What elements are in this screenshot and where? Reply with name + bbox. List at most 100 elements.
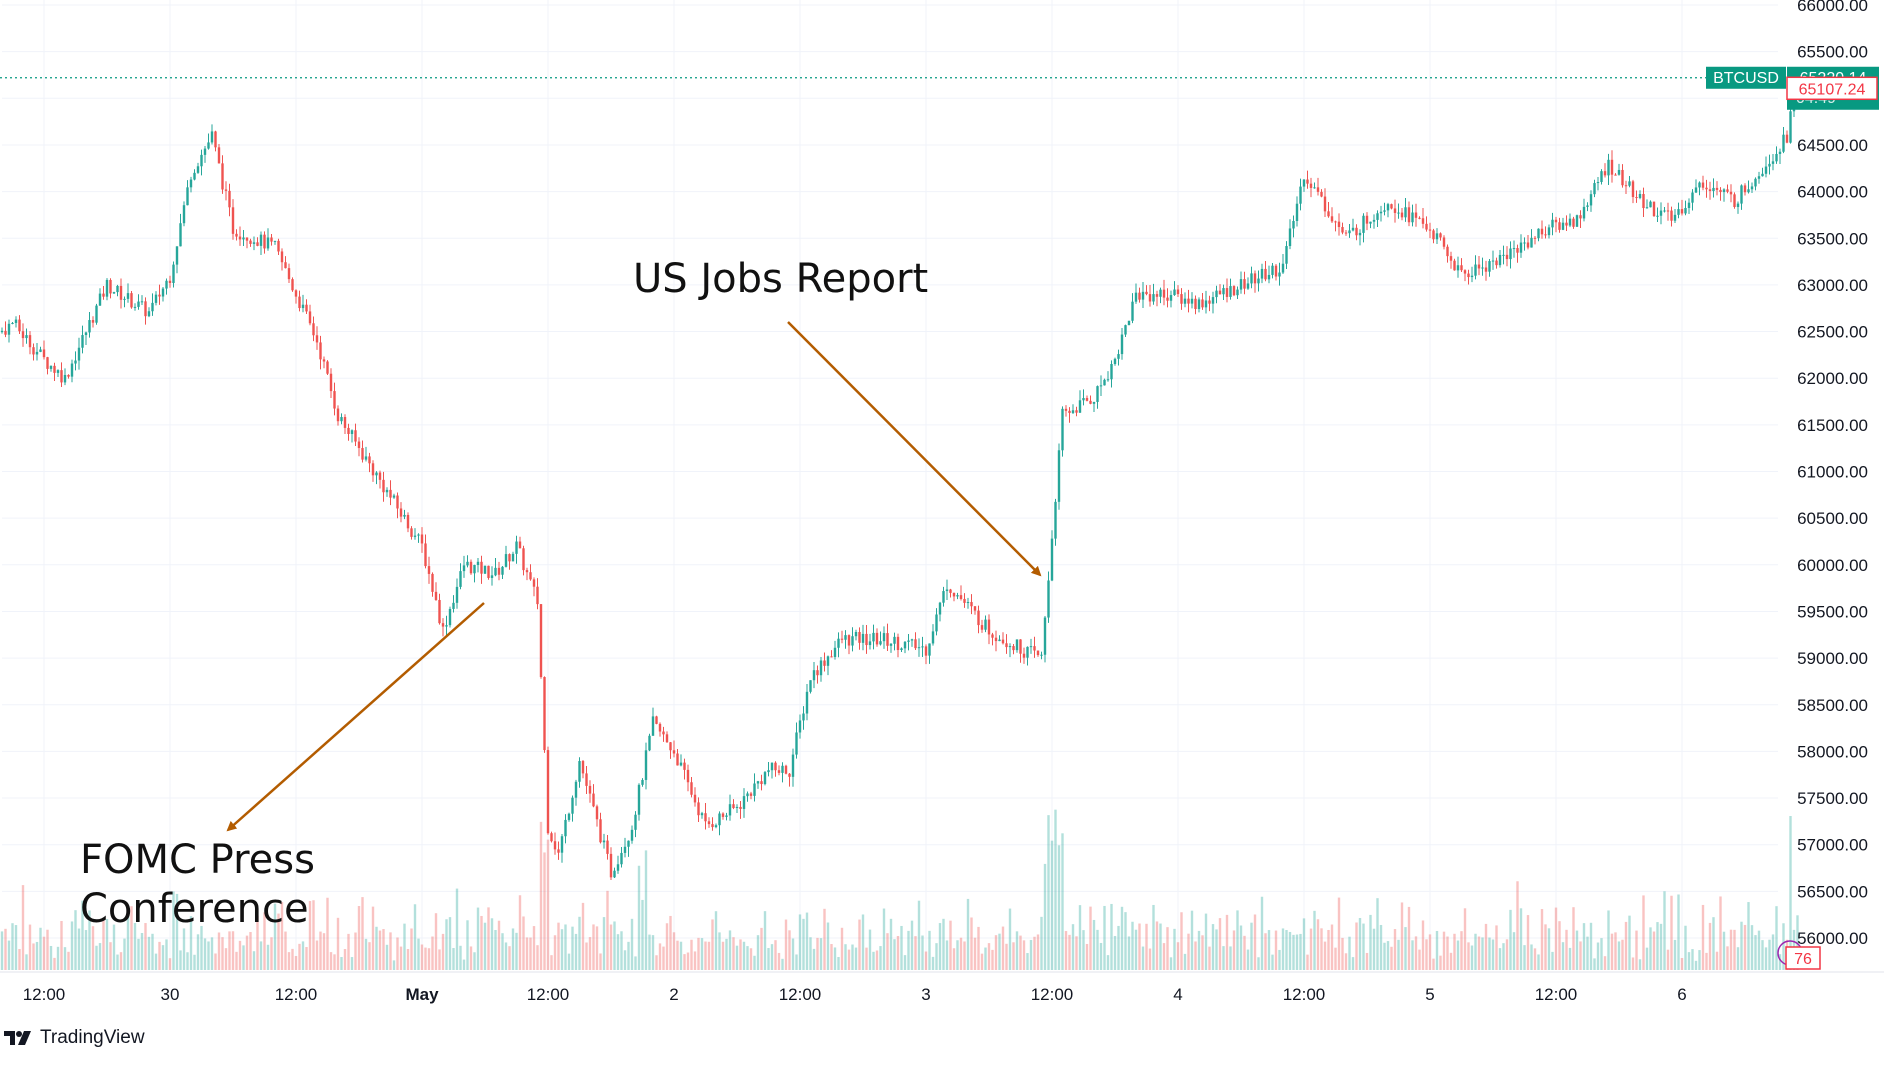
candle-body — [1306, 179, 1309, 184]
volume-bar — [1673, 939, 1677, 970]
volume-bar — [1064, 931, 1068, 970]
volume-bar — [1313, 910, 1316, 970]
candle-body — [938, 602, 942, 615]
candle-body — [550, 833, 553, 842]
secondary-price-tag[interactable]: 65107.24 — [1786, 76, 1878, 101]
volume-bar — [1386, 941, 1390, 970]
volume-bar — [994, 935, 998, 970]
candle-body — [25, 335, 28, 339]
candle-body — [763, 772, 767, 785]
candle-body — [154, 294, 158, 303]
candle-body — [861, 633, 865, 643]
volume-indicator-tag[interactable]: 76 — [1777, 940, 1821, 970]
volume-bar — [956, 940, 959, 970]
price-axis[interactable]: 66000.0065500.0065000.0064500.0064000.00… — [1797, 0, 1868, 948]
candle-body — [277, 240, 280, 252]
volume-bar — [1659, 923, 1663, 970]
candle-body — [711, 824, 714, 828]
candle-body — [599, 819, 602, 843]
candle-body — [179, 223, 182, 247]
candle-body — [984, 619, 987, 630]
candle-body — [459, 571, 462, 587]
candle-body — [700, 813, 704, 816]
candle-body — [1733, 194, 1736, 207]
candle-body — [679, 762, 683, 766]
x-tick-label: 12:00 — [779, 985, 822, 1004]
x-tick-label: 12:00 — [1535, 985, 1578, 1004]
candle-body — [903, 641, 907, 649]
branding[interactable]: TradingView — [4, 1025, 145, 1051]
candle-body — [32, 347, 35, 355]
candle-body — [280, 251, 284, 263]
volume-bar — [634, 956, 637, 970]
volume-bar — [1453, 933, 1456, 970]
volume-bar — [1533, 948, 1537, 970]
volume-bar — [126, 913, 130, 970]
volume-bar — [1418, 949, 1421, 970]
volume-bar — [1225, 914, 1229, 970]
candle-body — [665, 734, 669, 743]
volume-bar — [1635, 930, 1638, 970]
volume-bar — [525, 937, 529, 970]
candle-body — [693, 794, 697, 803]
candle-body — [959, 595, 963, 599]
volume-bar — [308, 901, 312, 970]
symbol-tag-label: BTCUSD — [1713, 70, 1779, 87]
volume-bar — [322, 933, 326, 970]
candle-body — [112, 292, 116, 294]
volume-bar — [1719, 896, 1722, 970]
volume-bar — [326, 897, 329, 970]
volume-bar — [1274, 930, 1278, 970]
candle-body — [669, 742, 672, 751]
candle-body — [343, 417, 347, 428]
volume-bar — [154, 953, 158, 970]
candle-body — [858, 632, 861, 643]
time-axis[interactable]: 12:00 30 12:00 May 12:00 2 12:00 3 12:00 4 12:00 5 1… — [0, 971, 1884, 1004]
volume-bar — [1407, 906, 1411, 970]
candle-body — [1463, 270, 1467, 274]
volume-bar — [35, 941, 39, 970]
candle-body — [1645, 207, 1649, 209]
volume-bar — [714, 911, 718, 970]
candle-body — [392, 495, 396, 498]
candle-body — [1565, 222, 1568, 226]
volume-bar — [1736, 947, 1740, 970]
candle-body — [756, 781, 760, 784]
candle-body — [795, 732, 798, 755]
candle-body — [315, 335, 319, 343]
volume-bar — [455, 888, 459, 970]
candle-body — [816, 670, 819, 676]
volume-bar — [1449, 952, 1453, 970]
candle-body — [728, 804, 732, 816]
candle-body — [333, 391, 336, 409]
volume-bar — [1764, 947, 1768, 970]
candle-body — [1068, 410, 1071, 413]
volume-bar — [1754, 935, 1757, 970]
volume-bar — [49, 945, 53, 970]
candle-body — [448, 608, 452, 626]
volume-bar — [1012, 942, 1015, 970]
volume-bar — [343, 949, 347, 970]
candle-body — [1271, 265, 1274, 275]
secondary-price-bg — [1786, 76, 1878, 101]
candle-body — [375, 472, 378, 476]
volume-bar — [1421, 920, 1425, 970]
candle-body — [1015, 639, 1019, 651]
y-tick-label: 56000.00 — [1797, 929, 1868, 948]
volume-bar — [1082, 930, 1085, 970]
volume-bar — [7, 940, 11, 970]
volume-bar — [193, 954, 196, 970]
candle-body — [1103, 379, 1106, 386]
volume-bar — [1747, 902, 1750, 970]
candle-body — [1446, 246, 1449, 257]
volume-bar — [679, 941, 683, 970]
candle-body — [140, 301, 144, 303]
volume-bar — [1414, 936, 1418, 970]
volume-bar — [480, 915, 483, 970]
candle-body — [1652, 201, 1656, 217]
volume-bar — [1005, 943, 1008, 970]
volume-bar — [567, 953, 571, 970]
volume-bar — [263, 912, 266, 970]
volume-bar — [1477, 936, 1481, 970]
